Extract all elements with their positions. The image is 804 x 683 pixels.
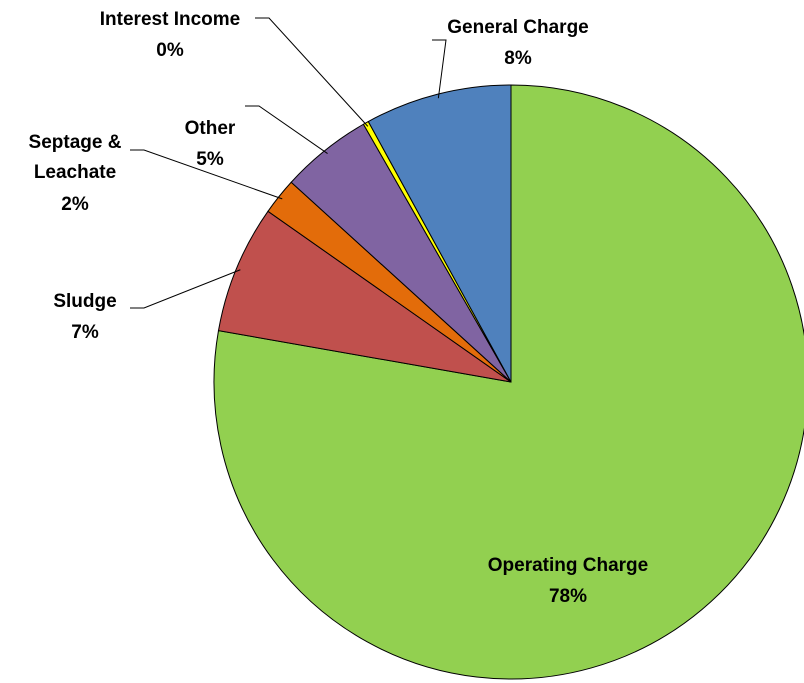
leader-line: [245, 105, 328, 154]
leader-line: [255, 17, 369, 127]
slice-value-label: 2%: [61, 194, 89, 215]
slice-value-label: 7%: [71, 322, 99, 343]
slice-label: General Charge: [447, 17, 589, 38]
slice-label: Sludge: [53, 291, 116, 312]
slice-label: Septage & Leachate: [29, 132, 122, 183]
slice-label: Interest Income: [100, 9, 240, 30]
pie-slice: [367, 84, 512, 383]
leaders: [130, 17, 447, 309]
slice-value-label: 0%: [156, 40, 184, 61]
pie-slice: [217, 210, 512, 383]
slice-value-label: 8%: [504, 48, 532, 69]
slice-value-label: 5%: [196, 149, 224, 170]
leader-line: [130, 269, 241, 309]
leader-line: [432, 39, 447, 99]
slice-label: Other: [185, 118, 236, 139]
slice-label: Operating Charge: [488, 555, 648, 576]
leader-line: [130, 149, 283, 200]
slice-value-label: 78%: [549, 586, 587, 607]
